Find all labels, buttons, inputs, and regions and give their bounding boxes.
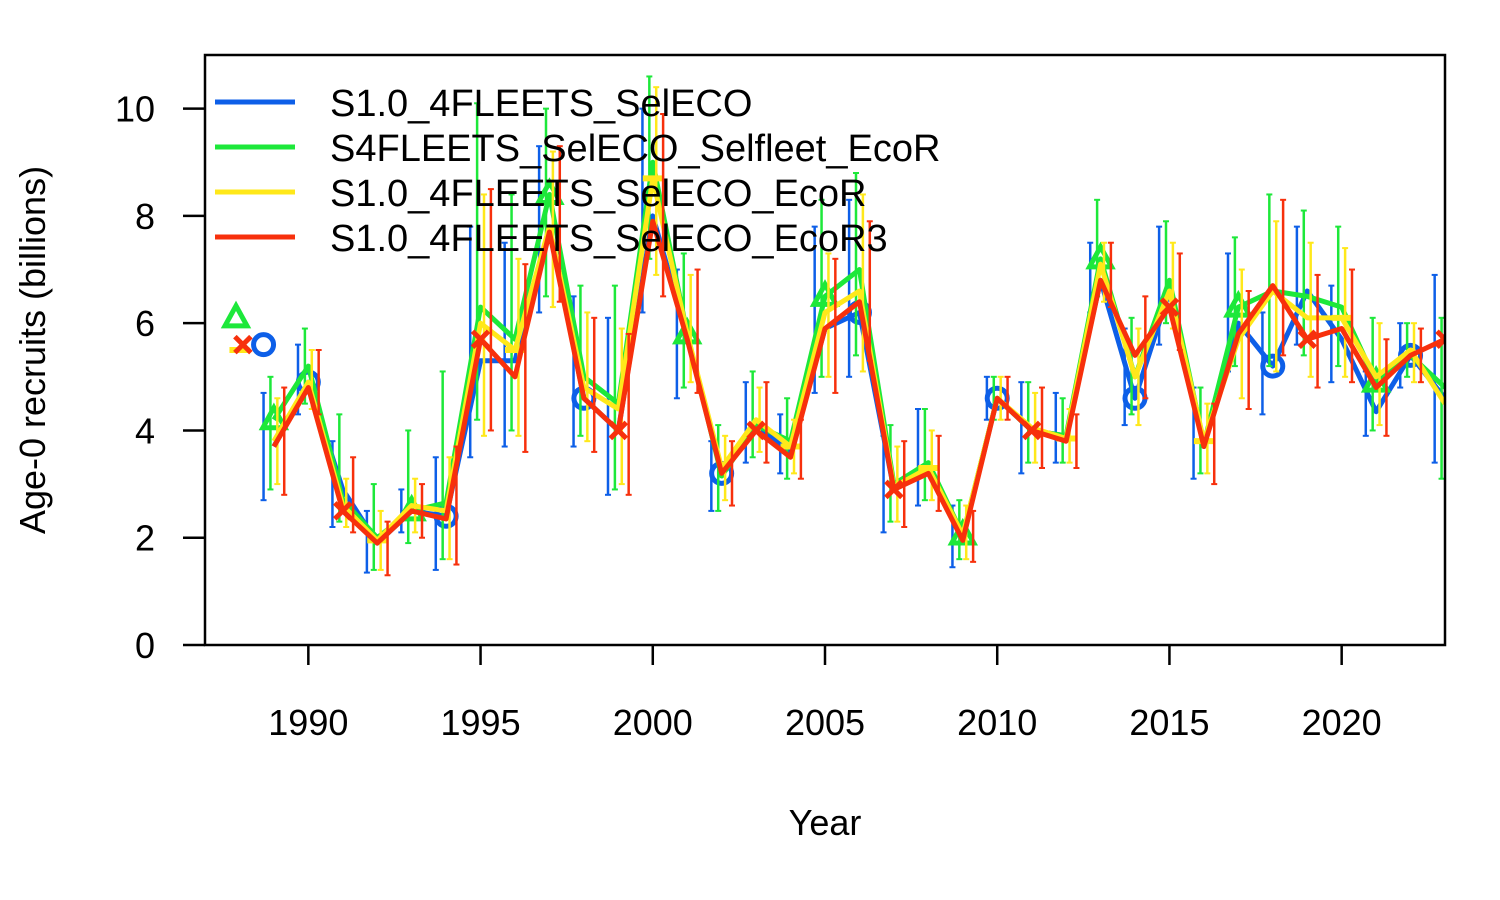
point-marker-4-2015-b (1159, 297, 1180, 317)
y-tick-label-4: 4 (135, 410, 155, 451)
legend-label-4: S1.0_4FLEETS_SelECO_EcoR3 (330, 218, 888, 260)
point-marker-4-2003 (746, 420, 766, 441)
y-tick-label-8: 8 (135, 196, 155, 237)
x-tick-label-2005: 2005 (785, 702, 865, 743)
legend-label-2: S4FLEETS_SelECO_Selfleet_EcoR (330, 128, 940, 170)
x-tick-label-1990: 1990 (268, 702, 348, 743)
x-tick-label-2020: 2020 (1302, 702, 1382, 743)
y-tick-label-6: 6 (135, 303, 155, 344)
virgin-marker-1 (251, 332, 277, 358)
point-marker-4-2011 (1021, 420, 1042, 441)
legend-label-1: S1.0_4FLEETS_SelECO (330, 83, 752, 125)
legend: S1.0_4FLEETS_SelECOS4FLEETS_SelECO_Selfl… (215, 83, 940, 260)
y-tick-label-10: 10 (115, 89, 155, 130)
point-marker-4-2023-a (1435, 329, 1445, 343)
point-marker-2-2005 (809, 279, 841, 307)
point-marker-4-2023 (1435, 329, 1445, 350)
point-marker-4-2011-b (1021, 420, 1042, 441)
y-tick-label-0: 0 (135, 625, 155, 666)
point-marker-4-1999-b (608, 420, 629, 441)
x-axis-title: Year (789, 802, 862, 843)
point-marker-4-1999 (608, 420, 629, 441)
point-marker-4-2015 (1159, 297, 1180, 317)
x-tick-label-1995: 1995 (441, 702, 521, 743)
y-tick-label-2: 2 (135, 518, 155, 559)
point-marker-2-1997 (534, 177, 565, 205)
data-layer (220, 75, 1445, 577)
y-axis-title: Age-0 recruits (billions) (12, 166, 53, 534)
point-marker-1-2018 (1260, 353, 1286, 379)
point-marker-4-2003-b (746, 420, 766, 441)
point-marker-4-2019-b (1297, 329, 1317, 350)
point-marker-4-1991 (333, 501, 353, 521)
point-marker-4-2023-b (1435, 335, 1445, 350)
point-marker-4-2007 (884, 479, 904, 500)
x-tick-label-2010: 2010 (957, 702, 1037, 743)
x-tick-label-2015: 2015 (1129, 702, 1209, 743)
point-marker-4-2007-b (884, 479, 904, 500)
x-tick-label-2000: 2000 (613, 702, 693, 743)
x-axis: 1990 1995 2000 2005 2010 2015 2020 (268, 645, 1382, 743)
virgin-marker-2 (220, 300, 252, 329)
point-marker-4-2019 (1297, 329, 1317, 350)
point-marker-4-1991-b (333, 501, 353, 521)
point-marker-2-1989 (258, 402, 290, 431)
point-marker-2-2017 (1223, 289, 1254, 318)
point-marker-4-1995 (470, 329, 491, 350)
series-line-4 (271, 218, 1445, 546)
y-axis: 0 2 4 6 8 10 (115, 89, 205, 666)
legend-label-3: S1.0_4FLEETS_SelECO_EcoR (330, 173, 867, 215)
series-4 (233, 113, 1445, 577)
virgin-marker-4-b (233, 334, 253, 355)
virgin-marker-4 (233, 334, 253, 355)
point-marker-4-1995-b (470, 329, 491, 350)
